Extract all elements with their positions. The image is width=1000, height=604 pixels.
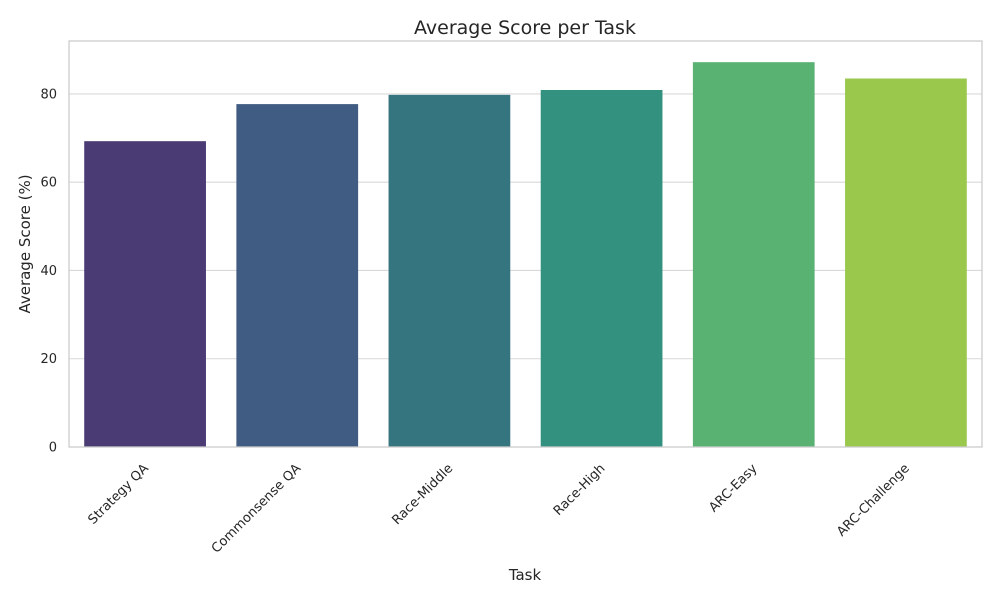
y-tick-label: 60	[40, 176, 57, 191]
x-tick-label: Commonsense QA	[209, 461, 304, 556]
bar-race-middle	[388, 94, 511, 448]
y-tick-label: 20	[40, 352, 57, 367]
bar-strategy-qa	[84, 141, 206, 447]
x-tick-label: ARC-Easy	[706, 461, 760, 515]
x-tick-labels: Strategy QA Commonsense QA Race-Middle Race…	[85, 461, 912, 556]
y-axis-label: Average Score (%)	[16, 174, 34, 313]
x-tick-label: Race-High	[551, 461, 609, 519]
bar-arc-challenge	[845, 78, 967, 448]
bars	[84, 62, 967, 448]
bar-arc-easy	[692, 62, 815, 447]
y-tick-label: 80	[40, 87, 57, 102]
plot-frame	[68, 40, 983, 448]
x-tick-label: Race-Middle	[389, 461, 456, 528]
bar-race-high	[540, 89, 663, 448]
chart-title: Average Score per Task	[414, 17, 636, 39]
x-tick-label: Strategy QA	[85, 461, 152, 528]
y-tick-label: 40	[40, 264, 57, 279]
x-tick-label: ARC-Challenge	[834, 461, 913, 540]
y-tick-labels: 0 20 40 60 80	[40, 87, 57, 455]
x-axis-label: Task	[508, 566, 542, 584]
bar-commonsense-qa	[236, 104, 359, 448]
y-tick-label: 0	[49, 441, 57, 456]
